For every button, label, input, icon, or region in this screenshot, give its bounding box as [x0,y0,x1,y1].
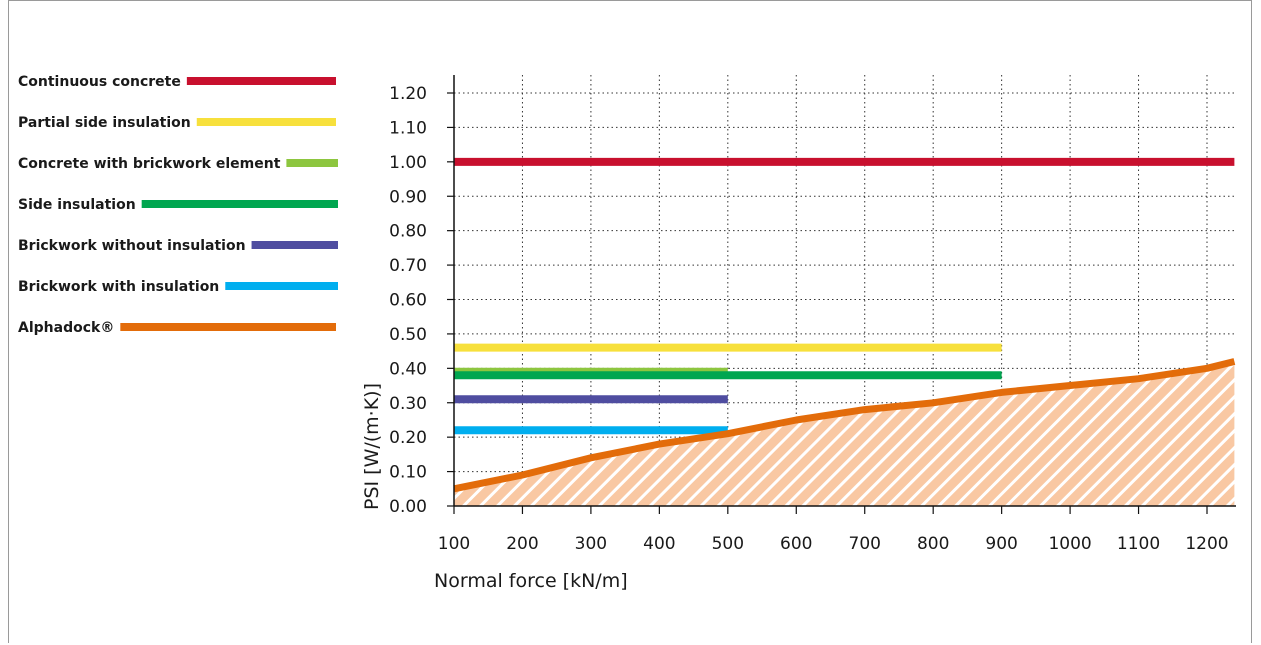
legend-label-brickwork-without-insulation: Brickwork without insulation [18,238,246,254]
x-tick-label: 300 [575,534,607,554]
y-tick-label: 1.00 [389,153,427,173]
y-tick-label: 1.10 [389,118,427,138]
x-tick-label: 1000 [1048,534,1091,554]
y-tick-label: 0.20 [389,428,427,448]
y-tick-label: 0.80 [389,222,427,242]
x-tick-label: 1100 [1117,534,1160,554]
legend: Continuous concrete Partial side insulati… [18,74,338,336]
legend-label-concrete-with-brickwork-element: Concrete with brickwork element [18,156,281,172]
y-tick-label: 0.50 [389,325,427,345]
tick-labels: 0.00 0.10 0.20 0.30 0.40 0.50 0.60 0.70 0.80 0.90… [389,84,1228,554]
legend-label-alphadock: Alphadock® [18,320,114,336]
y-tick-label: 0.60 [389,291,427,311]
y-axis-title: PSI [W/(m·K)] [361,383,383,510]
x-tick-label: 900 [985,534,1017,554]
alphadock-hatched-area [454,361,1235,506]
x-axis-title: Normal force [kN/m] [434,570,628,592]
chart-frame [8,0,1252,643]
y-tick-label: 1.20 [389,84,427,104]
x-tick-label: 500 [712,534,744,554]
y-tick-label: 0.90 [389,187,427,207]
x-tick-label: 200 [506,534,538,554]
y-tick-label: 0.00 [389,497,427,517]
x-tick-label: 700 [849,534,881,554]
series-lines [453,157,1236,493]
axes [447,75,1236,514]
legend-label-partial-side-insulation: Partial side insulation [18,115,191,131]
legend-label-continuous-concrete: Continuous concrete [18,74,181,90]
x-tick-label: 1200 [1185,534,1228,554]
x-tick-label: 400 [643,534,675,554]
x-tick-label: 800 [917,534,949,554]
legend-label-side-insulation: Side insulation [18,197,136,213]
y-tick-label: 0.30 [389,394,427,414]
series-line-alphadock [453,358,1236,493]
y-tick-label: 0.70 [389,256,427,276]
x-tick-label: 100 [438,534,470,554]
alphadock-area [454,361,1235,506]
x-tick-label: 600 [780,534,812,554]
y-tick-label: 0.10 [389,463,427,483]
y-tick-label: 0.40 [389,359,427,379]
legend-label-brickwork-with-insulation: Brickwork with insulation [18,279,219,295]
